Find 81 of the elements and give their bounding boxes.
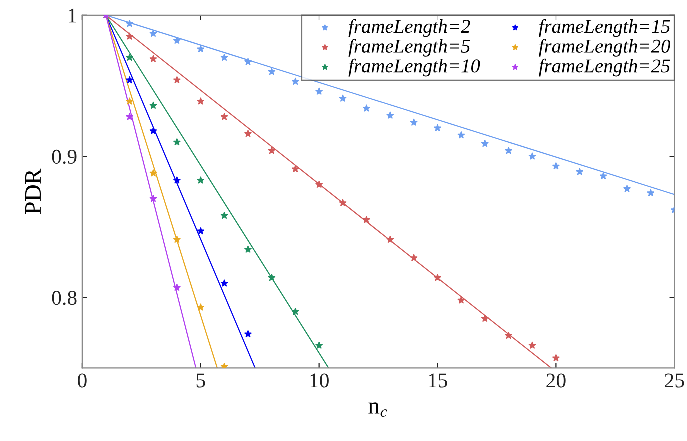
point (126, 113, 134, 120)
legend-label: frameLength=20 (539, 39, 670, 57)
point (244, 130, 252, 138)
point (528, 152, 536, 160)
point (197, 228, 205, 235)
point (220, 113, 228, 120)
point (363, 104, 370, 112)
point (316, 342, 323, 349)
point (220, 54, 228, 61)
point (268, 274, 276, 282)
x-axis-title: n$_{c}$ (368, 402, 388, 418)
point (292, 308, 300, 315)
point (174, 37, 181, 44)
point (458, 132, 466, 139)
legend-label: frameLength=2 (348, 19, 470, 38)
point (363, 216, 370, 224)
point (386, 236, 394, 244)
point (434, 274, 442, 282)
x-tick-label: 5 (196, 374, 206, 388)
legend-label: frameLength=10 (348, 58, 480, 77)
point (174, 76, 181, 84)
point (339, 199, 347, 206)
point (552, 354, 560, 362)
y-tick-label: 1 (68, 8, 76, 23)
point (150, 55, 158, 62)
point (316, 180, 323, 188)
legend-label: frameLength=15 (539, 19, 670, 38)
point (481, 140, 489, 148)
point (150, 127, 158, 134)
point (505, 147, 512, 154)
x-tick-label: 25 (665, 374, 684, 388)
legend-label: frameLength=25 (539, 58, 670, 77)
point (647, 189, 655, 196)
point (576, 168, 584, 176)
point (150, 30, 158, 37)
point (126, 76, 134, 84)
point (126, 20, 134, 28)
point (197, 45, 205, 52)
x-tick-label: 20 (546, 374, 566, 388)
y-tick-label: 0.8 (52, 291, 77, 306)
y-axis-title: PDR (25, 168, 41, 214)
y-tick-label: 0.9 (52, 150, 77, 164)
point (316, 88, 323, 95)
x-tick-label: 15 (429, 374, 448, 388)
point (292, 165, 300, 172)
point (481, 315, 489, 322)
point (126, 32, 134, 40)
point (600, 172, 608, 180)
point (244, 246, 252, 253)
point (505, 332, 512, 339)
point (197, 98, 205, 105)
point (458, 296, 466, 304)
point (624, 185, 631, 192)
point (292, 78, 300, 85)
x-tick-label: 10 (310, 374, 329, 388)
legend-label: frameLength=5 (348, 39, 470, 57)
point (244, 58, 252, 66)
point (174, 138, 181, 146)
point (220, 280, 228, 287)
point (386, 112, 394, 119)
point (434, 124, 442, 132)
point (244, 330, 252, 338)
point (410, 118, 418, 126)
point (150, 170, 158, 177)
point (339, 94, 347, 102)
point (174, 236, 181, 244)
point (528, 342, 536, 349)
point (150, 102, 158, 109)
point (126, 54, 134, 61)
point (174, 176, 181, 184)
point (197, 304, 205, 311)
point (150, 195, 158, 202)
point (268, 68, 276, 76)
point (410, 254, 418, 262)
x-tick-label: 0 (78, 374, 87, 388)
point (197, 176, 205, 184)
point (552, 162, 560, 170)
point (220, 212, 228, 220)
point (126, 98, 134, 105)
point (174, 284, 181, 291)
point (268, 147, 276, 154)
